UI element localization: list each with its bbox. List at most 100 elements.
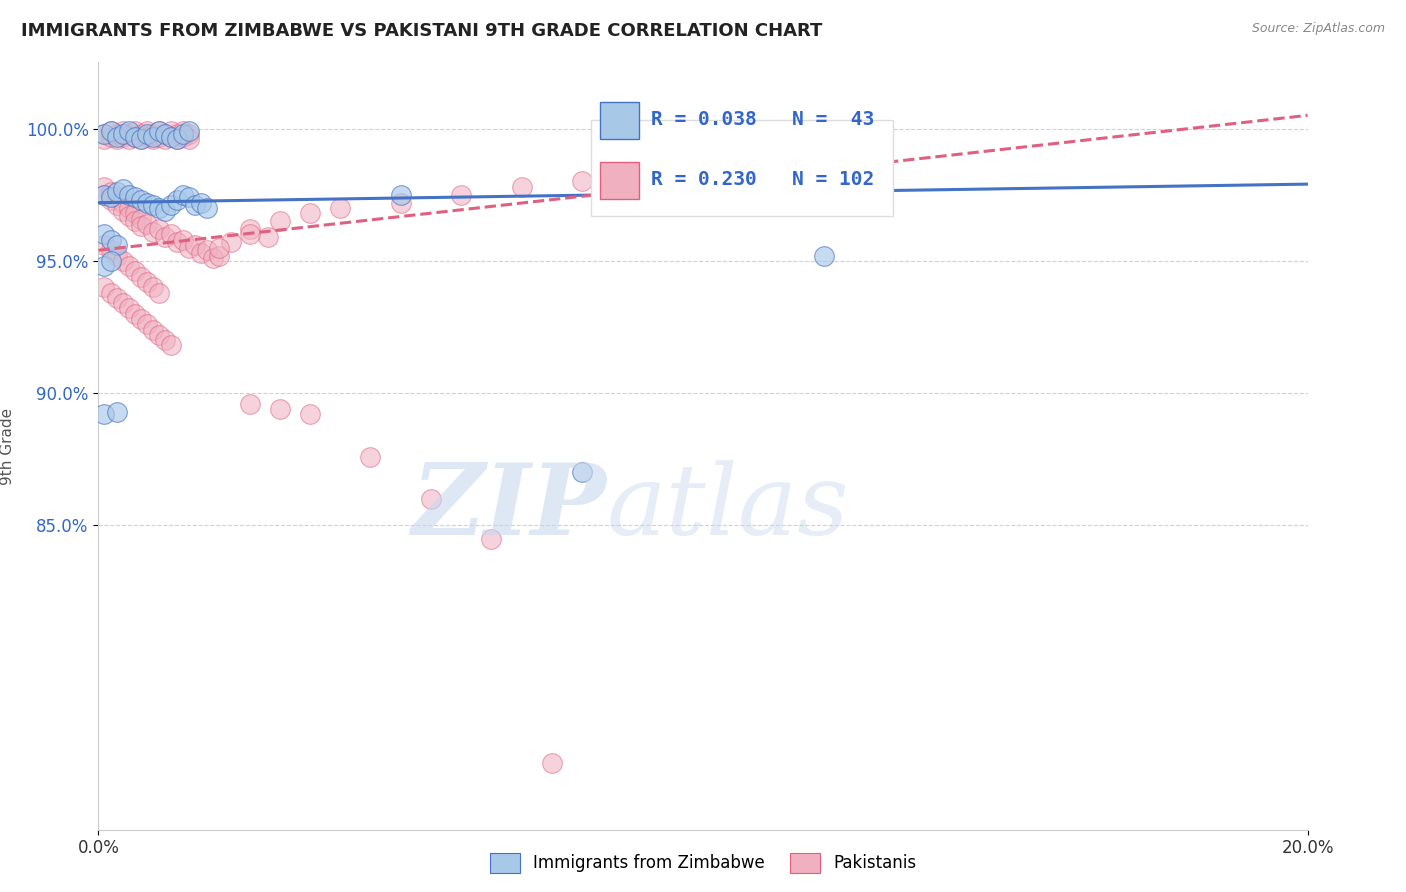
Point	[100, 190, 122, 204]
Point	[148, 129, 170, 144]
Point	[105, 129, 128, 144]
Point	[100, 193, 122, 207]
Point	[105, 198, 128, 212]
Point	[93, 132, 115, 146]
Point	[571, 466, 593, 480]
Point	[172, 187, 194, 202]
Point	[105, 404, 128, 418]
Point	[153, 132, 176, 146]
Point	[148, 327, 170, 342]
Point	[135, 275, 157, 289]
Point	[153, 127, 176, 141]
Point	[105, 291, 128, 305]
Point	[142, 127, 165, 141]
Point	[142, 132, 165, 146]
Point	[93, 127, 115, 141]
Point	[100, 124, 122, 138]
Point	[142, 280, 165, 294]
Point	[195, 201, 218, 215]
Point	[299, 407, 322, 421]
Point	[93, 238, 115, 252]
Point	[360, 450, 382, 464]
Point	[135, 127, 157, 141]
Point	[124, 307, 146, 321]
Point	[160, 129, 183, 144]
Point	[389, 187, 412, 202]
Point	[148, 285, 170, 300]
Point	[208, 248, 231, 262]
Point	[93, 280, 115, 294]
Point	[135, 124, 157, 138]
Point	[105, 248, 128, 262]
Point	[148, 201, 170, 215]
Point	[153, 230, 176, 244]
Point	[510, 179, 533, 194]
Point	[105, 185, 128, 199]
Point	[93, 127, 115, 141]
Point	[179, 124, 201, 138]
Point	[166, 132, 188, 146]
Point	[118, 187, 141, 202]
Point	[172, 127, 194, 141]
Point	[813, 248, 835, 262]
Text: R = 0.230   N = 102: R = 0.230 N = 102	[651, 170, 875, 189]
Point	[129, 219, 152, 234]
Point	[124, 129, 146, 144]
Point	[129, 127, 152, 141]
Point	[129, 269, 152, 284]
Point	[481, 532, 503, 546]
Point	[93, 227, 115, 242]
Point	[142, 323, 165, 337]
Point	[142, 198, 165, 212]
Point	[148, 124, 170, 138]
Point	[160, 198, 183, 212]
Point	[190, 195, 212, 210]
Point	[256, 230, 278, 244]
Point	[93, 187, 115, 202]
Point	[752, 153, 775, 168]
Point	[571, 174, 593, 188]
Point	[129, 193, 152, 207]
Point	[179, 127, 201, 141]
Point	[93, 179, 115, 194]
Point	[172, 124, 194, 138]
Bar	[600, 162, 638, 199]
Point	[540, 756, 562, 771]
Point	[124, 206, 146, 220]
Point	[105, 127, 128, 141]
Point	[153, 333, 176, 347]
Point	[389, 195, 412, 210]
Point	[111, 203, 134, 218]
Point	[239, 397, 262, 411]
Point	[111, 253, 134, 268]
Point	[269, 401, 291, 416]
Point	[100, 253, 122, 268]
Point	[111, 195, 134, 210]
Point	[160, 227, 183, 242]
Point	[118, 127, 141, 141]
Text: ZIP: ZIP	[412, 459, 606, 556]
Point	[184, 198, 207, 212]
Point	[269, 214, 291, 228]
Point	[160, 338, 183, 352]
Point	[118, 259, 141, 273]
Point	[166, 127, 188, 141]
Point	[631, 169, 654, 184]
Point	[100, 285, 122, 300]
Point	[135, 129, 157, 144]
Point	[93, 187, 115, 202]
Point	[135, 217, 157, 231]
Point	[124, 129, 146, 144]
Point	[111, 182, 134, 196]
Point	[105, 132, 128, 146]
Point	[239, 222, 262, 236]
Point	[195, 244, 218, 258]
Point	[93, 407, 115, 421]
Point	[202, 251, 225, 265]
Point	[100, 129, 122, 144]
Point	[100, 233, 122, 247]
Point	[135, 318, 157, 332]
Point	[142, 129, 165, 144]
Point	[105, 238, 128, 252]
Text: Source: ZipAtlas.com: Source: ZipAtlas.com	[1251, 22, 1385, 36]
